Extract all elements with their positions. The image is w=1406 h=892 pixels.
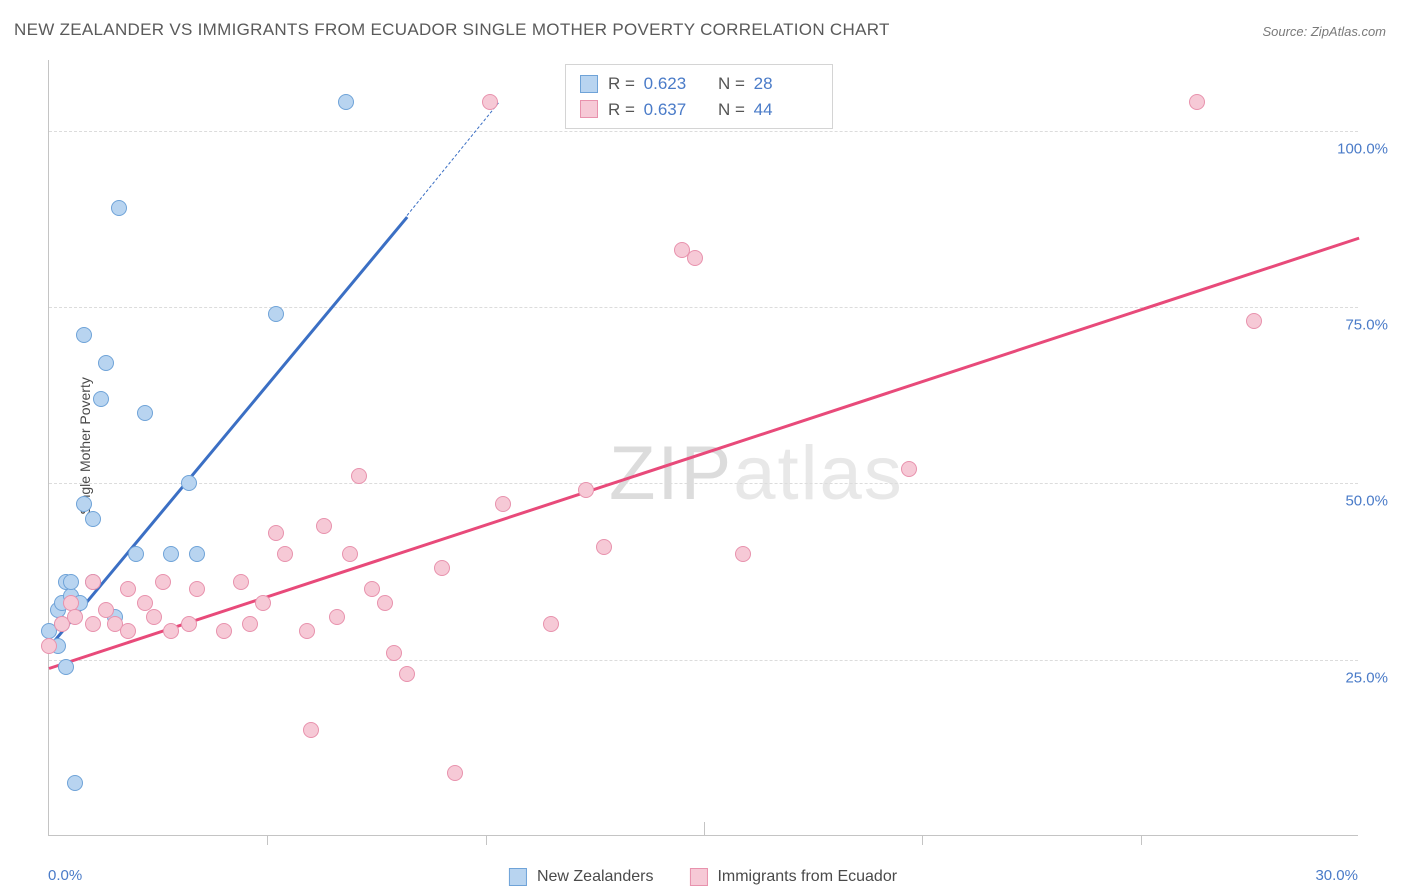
data-point (85, 511, 101, 527)
legend-item-ec: Immigrants from Ecuador (689, 868, 897, 886)
data-point (155, 574, 171, 590)
data-point (329, 609, 345, 625)
r-value-nz: 0.623 (644, 74, 687, 93)
gridline-h (49, 483, 1358, 484)
chart-title: NEW ZEALANDER VS IMMIGRANTS FROM ECUADOR… (14, 20, 890, 40)
gridline-v (704, 822, 705, 836)
y-tick-label: 50.0% (1345, 493, 1388, 510)
data-point (189, 581, 205, 597)
y-tick-label: 100.0% (1337, 140, 1388, 157)
source-attribution: Source: ZipAtlas.com (1262, 24, 1386, 39)
data-point (277, 546, 293, 562)
data-point (146, 609, 162, 625)
data-point (596, 539, 612, 555)
n-value-nz: 28 (754, 74, 773, 93)
data-point (735, 546, 751, 562)
data-point (58, 659, 74, 675)
gridline-h (49, 307, 1358, 308)
data-point (67, 775, 83, 791)
data-point (242, 616, 258, 632)
data-point (189, 546, 205, 562)
legend-swatch-nz (509, 868, 527, 886)
data-point (67, 609, 83, 625)
data-point (255, 595, 271, 611)
correlation-stats-box: R = 0.623 N = 28 R = 0.637 N = 44 (565, 64, 833, 129)
data-point (181, 616, 197, 632)
x-minor-tick (922, 835, 923, 845)
swatch-ec (580, 100, 598, 118)
legend-label-ec: Immigrants from Ecuador (717, 868, 897, 886)
data-point (76, 327, 92, 343)
y-tick-label: 75.0% (1345, 316, 1388, 333)
data-point (128, 546, 144, 562)
data-point (63, 574, 79, 590)
data-point (93, 391, 109, 407)
data-point (181, 475, 197, 491)
x-minor-tick (486, 835, 487, 845)
data-point (111, 200, 127, 216)
data-point (1189, 94, 1205, 110)
plot-area: ZIPatlas (48, 60, 1358, 836)
trend-line (49, 236, 1360, 669)
legend-swatch-ec (689, 868, 707, 886)
n-value-ec: 44 (754, 100, 773, 119)
legend-item-nz: New Zealanders (509, 868, 654, 886)
gridline-h (49, 131, 1358, 132)
data-point (85, 616, 101, 632)
legend-bottom: New Zealanders Immigrants from Ecuador (509, 868, 897, 886)
data-point (377, 595, 393, 611)
trend-line (407, 103, 499, 216)
data-point (316, 518, 332, 534)
r-value-ec: 0.637 (644, 100, 687, 119)
data-point (299, 623, 315, 639)
data-point (268, 525, 284, 541)
gridline-h (49, 660, 1358, 661)
data-point (233, 574, 249, 590)
data-point (120, 623, 136, 639)
y-tick-label: 25.0% (1345, 669, 1388, 686)
legend-label-nz: New Zealanders (537, 868, 654, 886)
x-tick-30: 30.0% (1315, 867, 1358, 884)
trend-line (48, 216, 408, 648)
data-point (351, 468, 367, 484)
data-point (41, 638, 57, 654)
data-point (687, 250, 703, 266)
watermark: ZIPatlas (609, 430, 904, 517)
data-point (137, 405, 153, 421)
stats-row-ec: R = 0.637 N = 44 (580, 97, 818, 123)
chart-container: NEW ZEALANDER VS IMMIGRANTS FROM ECUADOR… (0, 0, 1406, 892)
plot-inner: ZIPatlas (49, 60, 1358, 835)
data-point (338, 94, 354, 110)
data-point (268, 306, 284, 322)
data-point (120, 581, 136, 597)
data-point (482, 94, 498, 110)
data-point (364, 581, 380, 597)
data-point (495, 496, 511, 512)
x-minor-tick (1141, 835, 1142, 845)
data-point (342, 546, 358, 562)
data-point (85, 574, 101, 590)
data-point (303, 722, 319, 738)
data-point (163, 546, 179, 562)
data-point (447, 765, 463, 781)
data-point (399, 666, 415, 682)
data-point (434, 560, 450, 576)
data-point (98, 355, 114, 371)
data-point (578, 482, 594, 498)
data-point (163, 623, 179, 639)
data-point (1246, 313, 1262, 329)
stats-row-nz: R = 0.623 N = 28 (580, 71, 818, 97)
data-point (386, 645, 402, 661)
x-minor-tick (267, 835, 268, 845)
x-tick-0: 0.0% (48, 867, 82, 884)
data-point (901, 461, 917, 477)
swatch-nz (580, 75, 598, 93)
data-point (543, 616, 559, 632)
data-point (216, 623, 232, 639)
